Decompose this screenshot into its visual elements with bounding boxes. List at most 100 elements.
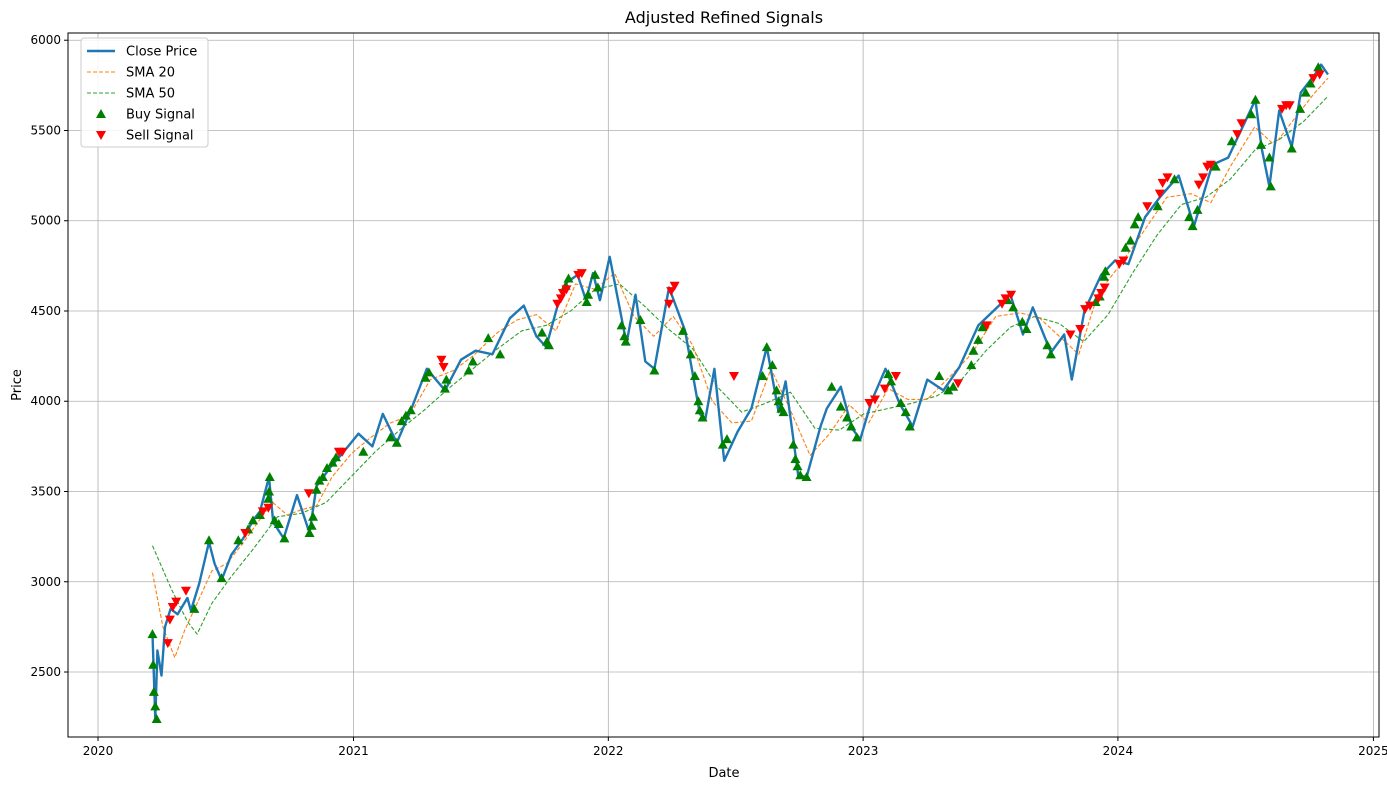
sell-signal-marker bbox=[1314, 70, 1325, 80]
buy-signal-marker bbox=[801, 472, 812, 482]
sell-signal-marker bbox=[669, 281, 680, 291]
buy-signal-marker bbox=[835, 401, 846, 411]
buy-signal-marker bbox=[308, 511, 319, 521]
sell-signal-marker bbox=[162, 639, 173, 649]
sell-signal-marker bbox=[1080, 305, 1091, 315]
buy-signal-marker bbox=[846, 421, 857, 431]
sell-signal-marker bbox=[1142, 202, 1153, 212]
buy-signal-marker bbox=[1129, 219, 1140, 229]
buy-signal-marker bbox=[721, 434, 732, 444]
x-axis-label: Date bbox=[708, 766, 739, 781]
buy-signal-marker bbox=[273, 518, 284, 528]
sell-signal-marker bbox=[164, 615, 175, 625]
buy-signal-marker bbox=[147, 629, 158, 639]
buy-signal-marker bbox=[717, 439, 728, 449]
buy-signal-marker bbox=[1265, 181, 1276, 191]
buy-signal-marker bbox=[247, 515, 258, 525]
buy-signal-marker bbox=[151, 713, 162, 723]
sell-signal-marker bbox=[167, 603, 178, 613]
buy-signal-marker bbox=[1042, 340, 1053, 350]
buy-signal-marker bbox=[148, 686, 159, 696]
buy-signal-marker bbox=[420, 372, 431, 382]
sell-signal-marker bbox=[1232, 130, 1243, 140]
buy-signal-marker bbox=[693, 396, 704, 406]
y-tick-label: 3000 bbox=[30, 575, 61, 589]
buy-signal-marker bbox=[1250, 94, 1261, 104]
buy-signal-marker bbox=[592, 282, 603, 292]
buy-signal-marker bbox=[306, 520, 317, 530]
sma-20-line bbox=[151, 77, 1329, 659]
y-axis-ticks: 2500 3000 3500 4000 4500 5000 5500 6000 bbox=[30, 33, 68, 679]
buy-signal-marker bbox=[1120, 242, 1131, 252]
close-price-line bbox=[151, 63, 1329, 721]
y-tick-label: 4500 bbox=[30, 304, 61, 318]
buy-signal-marker bbox=[773, 396, 784, 406]
legend-buy-signal-swatch bbox=[96, 109, 106, 118]
buy-signal-marker bbox=[635, 315, 646, 325]
buy-signal-marker bbox=[204, 535, 215, 545]
buy-signal-marker bbox=[1300, 87, 1311, 97]
buy-signal-marker bbox=[439, 383, 450, 393]
sell-signal-marker bbox=[552, 299, 563, 309]
buy-signal-marker bbox=[943, 385, 954, 395]
buy-signal-marker bbox=[400, 410, 411, 420]
buy-signal-marker bbox=[790, 454, 801, 464]
sell-signal-marker bbox=[664, 299, 675, 309]
chart-title: Adjusted Refined Signals bbox=[625, 8, 823, 27]
buy-signal-marker bbox=[1045, 349, 1056, 359]
buy-signal-marker bbox=[543, 340, 554, 350]
buy-signal-marker bbox=[1187, 221, 1198, 231]
sell-signal-marker bbox=[240, 529, 251, 539]
buy-signal-marker bbox=[1008, 302, 1019, 312]
sell-signal-marker bbox=[1118, 256, 1129, 266]
buy-signal-marker bbox=[423, 367, 434, 377]
x-tick-label: 2021 bbox=[338, 744, 369, 758]
sell-signal-marker bbox=[1065, 330, 1076, 340]
buy-signal-marker bbox=[792, 461, 803, 471]
y-tick-label: 5500 bbox=[30, 123, 61, 137]
buy-signal-marker bbox=[977, 322, 988, 332]
buy-signal-marker bbox=[619, 331, 630, 341]
sell-signal-marker bbox=[1198, 173, 1209, 183]
buy-signal-marker bbox=[1133, 212, 1144, 222]
buy-signal-marker bbox=[842, 412, 853, 422]
buy-signal-marker bbox=[467, 356, 478, 366]
buy-signal-marker bbox=[304, 528, 315, 538]
buy-signal-marker bbox=[678, 325, 689, 335]
legend-close-price-label: Close Price bbox=[126, 45, 197, 60]
buy-signal-marker bbox=[1313, 62, 1324, 72]
buy-signal-marker bbox=[391, 437, 402, 447]
buy-signal-marker bbox=[649, 365, 660, 375]
buy-signal-marker bbox=[583, 289, 594, 299]
legend-sma-20-label: SMA 20 bbox=[126, 66, 175, 81]
buy-signal-marker bbox=[590, 269, 601, 279]
buy-signal-marker bbox=[396, 416, 407, 426]
buy-signal-marker bbox=[536, 327, 547, 337]
sell-signal-marker bbox=[890, 371, 901, 381]
sell-signal-marker bbox=[1236, 119, 1247, 129]
sell-signal-marker bbox=[180, 586, 191, 596]
buy-signal-marker bbox=[778, 407, 789, 417]
buy-signal-marker bbox=[757, 370, 768, 380]
buy-signal-marker bbox=[966, 360, 977, 370]
legend-sell-signal-label: Sell Signal bbox=[126, 129, 194, 144]
sell-signal-marker bbox=[981, 321, 992, 331]
sell-signal-marker bbox=[1084, 301, 1095, 311]
y-tick-label: 3500 bbox=[30, 485, 61, 499]
buy-signal-marker bbox=[1210, 161, 1221, 171]
sell-signal-marker bbox=[257, 507, 268, 517]
x-tick-label: 2024 bbox=[1103, 744, 1134, 758]
sell-signal-marker bbox=[997, 299, 1008, 309]
buy-signal-marker bbox=[1169, 174, 1180, 184]
buy-signal-marker bbox=[685, 349, 696, 359]
buy-signal-marker bbox=[1305, 78, 1316, 88]
buy-signal-marker bbox=[148, 659, 159, 669]
buy-signal-marker bbox=[761, 342, 772, 352]
buy-signal-marker bbox=[788, 439, 799, 449]
buy-signal-marker bbox=[1098, 271, 1109, 281]
sell-signal-marker bbox=[1193, 180, 1204, 190]
buy-signal-marker bbox=[886, 376, 897, 386]
y-tick-label: 5000 bbox=[30, 214, 61, 228]
buy-signal-marker bbox=[767, 360, 778, 370]
sell-signal-marker bbox=[1205, 160, 1216, 170]
